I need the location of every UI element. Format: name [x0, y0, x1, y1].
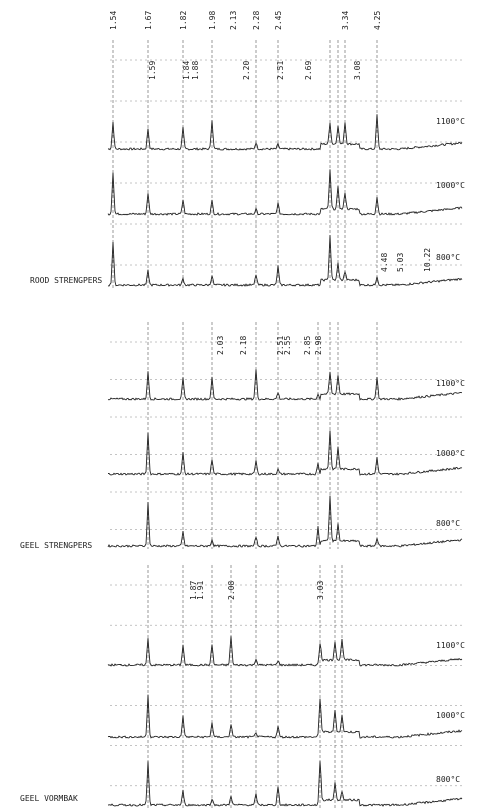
peak-label: 1.54	[109, 11, 118, 30]
peak-label: 1.88	[191, 61, 200, 80]
peak-label: 2.13	[229, 11, 238, 30]
peak-label: 10.22	[423, 248, 432, 272]
peak-label: 2.98	[314, 336, 323, 355]
temperature-label: 800°C	[436, 775, 460, 784]
temperature-label: 800°C	[436, 519, 460, 528]
peak-label: 2.51	[276, 61, 285, 80]
peak-label: 2.03	[216, 336, 225, 355]
peak-label: 2.85	[303, 336, 312, 355]
temperature-label: 1000°C	[436, 449, 465, 458]
diffraction-trace	[108, 636, 462, 666]
temperature-label: 1000°C	[436, 711, 465, 720]
peak-label: 1.59	[148, 61, 157, 80]
peak-label: 3.34	[341, 11, 350, 30]
peak-label: 2.18	[239, 336, 248, 355]
temperature-label: 800°C	[436, 253, 460, 262]
xrd-figure: 1.54 1.67 1.82 1.98 2.13 2.28 2.45 3.34 4.25 1.59…	[0, 0, 485, 809]
diffraction-trace	[108, 431, 462, 476]
peak-label: 2.28	[252, 11, 261, 30]
temperature-label: 1100°C	[436, 379, 465, 388]
peak-label: 1.84	[182, 61, 191, 80]
peak-label: 4.48	[380, 253, 389, 272]
diffraction-trace	[108, 169, 462, 215]
diffraction-trace	[108, 695, 462, 738]
diffraction-trace	[108, 114, 462, 150]
diffraction-trace	[108, 761, 462, 806]
diffraction-trace	[108, 235, 462, 286]
peak-label: 2.45	[274, 11, 283, 30]
peak-label: 1.91	[196, 581, 205, 600]
diffraction-trace	[108, 369, 462, 400]
peak-label: 4.25	[373, 11, 382, 30]
sample-name: GEEL STRENGPERS	[20, 541, 92, 550]
temperature-label: 1100°C	[436, 117, 465, 126]
peak-label: 2.08	[227, 581, 236, 600]
sample-name: GEEL VORMBAK	[20, 794, 78, 803]
peak-label: 1.67	[144, 11, 153, 30]
peak-label: 1.82	[179, 11, 188, 30]
temperature-label: 1000°C	[436, 181, 465, 190]
sample-name: ROOD STRENGPERS	[30, 276, 102, 285]
diffraction-trace	[108, 496, 462, 547]
peak-label: 3.03	[316, 581, 325, 600]
peak-label: 2.69	[304, 61, 313, 80]
peak-label: 2.55	[283, 336, 292, 355]
peak-label: 5.03	[396, 253, 405, 272]
temperature-label: 1100°C	[436, 641, 465, 650]
peak-label: 1.98	[208, 11, 217, 30]
peak-label: 3.08	[353, 61, 362, 80]
peak-label: 2.20	[242, 61, 251, 80]
